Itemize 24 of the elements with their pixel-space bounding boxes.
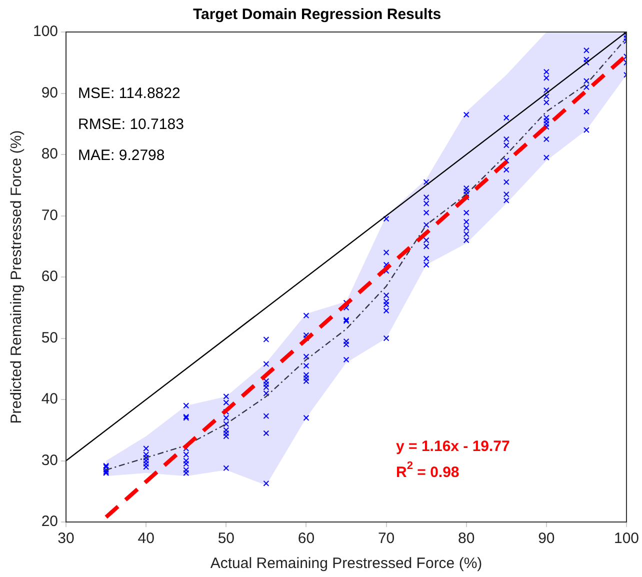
x-tick-label: 30 bbox=[58, 530, 74, 548]
x-axis-title: Actual Remaining Prestressed Force (%) bbox=[210, 555, 482, 572]
annotation: MSE: 114.8822 bbox=[78, 85, 180, 102]
x-tick-label: 90 bbox=[538, 530, 555, 548]
y-tick-label: 60 bbox=[41, 268, 58, 286]
annotation: MAE: 9.2798 bbox=[78, 147, 165, 164]
x-tick-label: 80 bbox=[458, 530, 475, 548]
y-tick-label: 70 bbox=[41, 206, 58, 224]
y-tick-label: 40 bbox=[41, 390, 58, 408]
y-tick-label: 30 bbox=[41, 452, 58, 469]
annotation: RMSE: 10.7183 bbox=[78, 116, 184, 134]
y-tick-label: 100 bbox=[32, 23, 58, 40]
y-axis-title: Predicted Remaining Prestressed Force (%) bbox=[8, 130, 26, 424]
y-tick-label: 20 bbox=[41, 513, 58, 530]
x-tick-label: 100 bbox=[614, 530, 639, 548]
annotation: y = 1.16x - 19.77 bbox=[396, 438, 510, 456]
x-tick-label: 50 bbox=[218, 530, 234, 548]
x-tick-label: 60 bbox=[298, 530, 315, 548]
y-tick-label: 80 bbox=[41, 146, 58, 163]
y-tick-label: 90 bbox=[41, 84, 58, 102]
x-tick-label: 40 bbox=[138, 530, 154, 548]
chart-title: Target Domain Regression Results bbox=[192, 6, 442, 24]
y-tick-label: 50 bbox=[41, 329, 58, 346]
x-tick-label: 70 bbox=[378, 530, 395, 548]
